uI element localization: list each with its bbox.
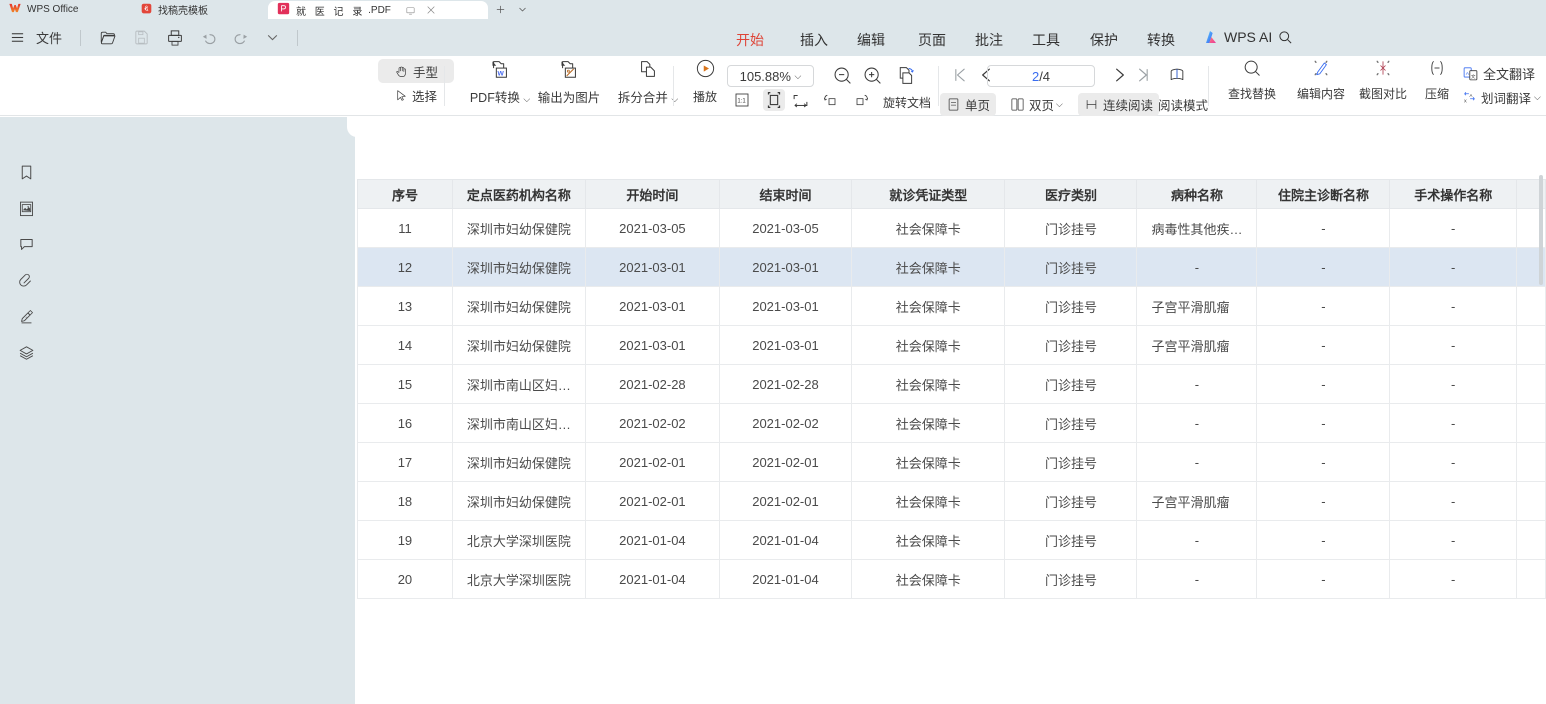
svg-text:A: A [1470, 93, 1473, 98]
svg-text:文: 文 [1471, 73, 1476, 80]
svg-text:1:1: 1:1 [737, 99, 746, 105]
svg-text:X: X [1464, 99, 1467, 104]
svg-text:A: A [1466, 71, 1470, 77]
svg-text:W: W [498, 70, 505, 77]
